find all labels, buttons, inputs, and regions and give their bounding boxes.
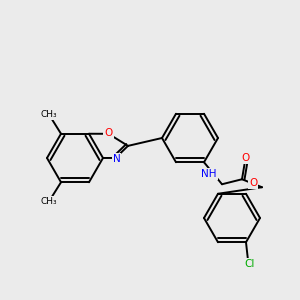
Text: NH: NH (201, 169, 217, 179)
Text: O: O (104, 128, 112, 138)
Text: O: O (249, 178, 257, 188)
Text: O: O (242, 153, 250, 163)
Text: CH₃: CH₃ (41, 197, 57, 206)
Text: Cl: Cl (245, 259, 255, 269)
Text: CH₃: CH₃ (41, 110, 57, 119)
Text: N: N (112, 154, 120, 164)
